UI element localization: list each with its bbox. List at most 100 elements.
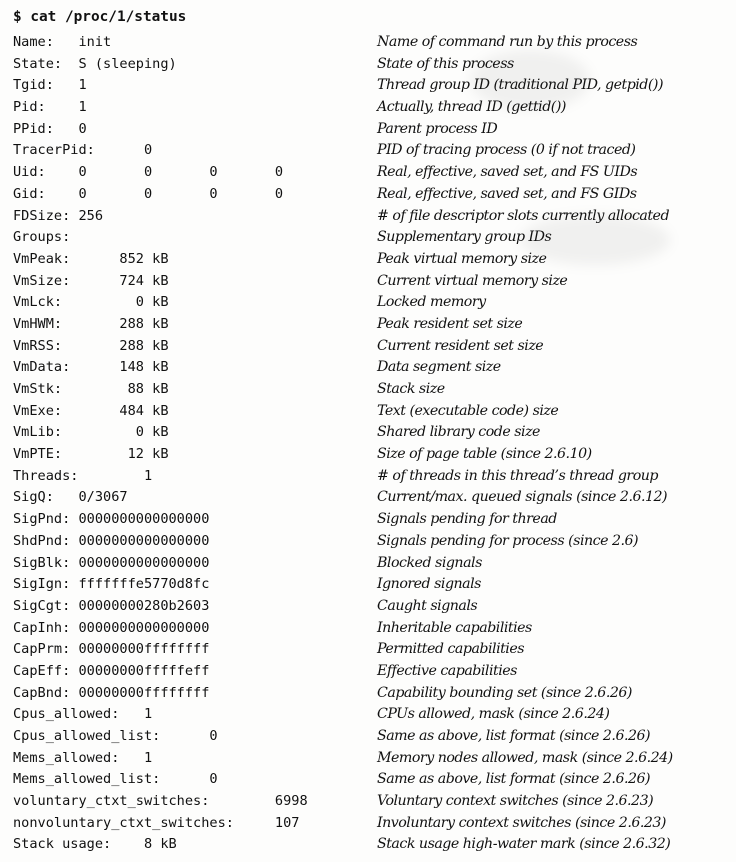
status-field: PPid: 0 xyxy=(13,120,87,137)
status-field: nonvoluntary_ctxt_switches: 107 xyxy=(13,814,300,831)
status-row: SigCgt: 00000000280b2603 Caught signals xyxy=(0,596,736,618)
status-row: Tgid: 1 Thread group ID (traditional PID,… xyxy=(0,75,736,97)
field-description: CPUs allowed, mask (since 2.6.24) xyxy=(377,706,610,723)
status-field: VmExe: 484 kB xyxy=(13,402,169,419)
field-description: Data segment size xyxy=(377,359,501,376)
status-row: SigQ: 0/3067 Current/max. queued signals … xyxy=(0,487,736,509)
status-field: VmHWM: 288 kB xyxy=(13,315,169,332)
field-description: Current resident set size xyxy=(377,337,544,354)
status-row: VmPeak: 852 kB Peak virtual memory size xyxy=(0,249,736,271)
status-field: VmPTE: 12 kB xyxy=(13,446,169,463)
status-row: Gid: 0 0 0 0 Real, effective, saved set, … xyxy=(0,184,736,206)
status-row: SigPnd: 0000000000000000 Signals pending … xyxy=(0,509,736,531)
status-row: VmHWM: 288 kB Peak resident set size xyxy=(0,314,736,336)
status-row: Name: init Name of command run by this pr… xyxy=(0,32,736,54)
field-description: Voluntary context switches (since 2.6.23… xyxy=(377,793,654,810)
status-field: CapInh: 0000000000000000 xyxy=(13,619,210,636)
status-row: VmData: 148 kB Data segment size xyxy=(0,357,736,379)
field-description: # of file descriptor slots currently all… xyxy=(377,207,670,224)
field-description: Parent process ID xyxy=(377,120,498,137)
status-field: Groups: xyxy=(13,229,71,246)
status-field: Gid: 0 0 0 0 xyxy=(13,185,284,202)
status-row: VmStk: 88 kB Stack size xyxy=(0,379,736,401)
field-description: Real, effective, saved set, and FS UIDs xyxy=(377,164,638,181)
status-field: Cpus_allowed: 1 xyxy=(13,706,153,723)
status-field: Name: init xyxy=(13,34,112,50)
status-field: CapBnd: 00000000ffffffff xyxy=(13,684,210,701)
field-description: Actually, thread ID (gettid()) xyxy=(377,99,566,116)
field-description: Current virtual memory size xyxy=(377,272,568,289)
field-description: Capability bounding set (since 2.6.26) xyxy=(377,684,632,701)
status-field: Tgid: 1 xyxy=(13,77,87,94)
field-description: Same as above, list format (since 2.6.26… xyxy=(377,728,651,744)
field-description: Signals pending for process (since 2.6) xyxy=(377,532,639,549)
status-row: voluntary_ctxt_switches: 6998 Voluntary c… xyxy=(0,791,736,813)
status-row: Mems_allowed: 1 Memory nodes allowed, mas… xyxy=(0,748,736,770)
status-row: Groups: Supplementary group IDs xyxy=(0,227,736,249)
field-description: # of threads in this thread’s thread gro… xyxy=(377,467,658,484)
status-row: SigBlk: 0000000000000000 Blocked signals xyxy=(0,553,736,575)
status-row: TracerPid: 0 PID of tracing process (0 if… xyxy=(0,140,736,162)
field-description: Thread group ID (traditional PID, getpid… xyxy=(377,77,664,94)
field-description: Effective capabilities xyxy=(377,662,517,679)
status-field: State: S (sleeping) xyxy=(13,55,177,72)
status-row: SigIgn: fffffffe5770d8fc Ignored signals xyxy=(0,574,736,596)
status-field: SigIgn: fffffffe5770d8fc xyxy=(13,576,210,593)
status-row: nonvoluntary_ctxt_switches: 107 Involunta… xyxy=(0,813,736,835)
status-field: ShdPnd: 0000000000000000 xyxy=(13,532,210,549)
field-description: Permitted capabilities xyxy=(377,641,525,658)
status-field: SigBlk: 0000000000000000 xyxy=(13,554,210,571)
field-description: Blocked signals xyxy=(377,554,482,571)
scan-smudge xyxy=(520,215,670,265)
status-row: Threads: 1 # of threads in this thread’s … xyxy=(0,466,736,488)
field-description: Signals pending for thread xyxy=(377,511,557,528)
status-field: VmLck: 0 kB xyxy=(13,294,169,311)
status-row: VmExe: 484 kB Text (executable code) size xyxy=(0,401,736,423)
field-description: Ignored signals xyxy=(377,576,481,593)
field-description: Size of page table (since 2.6.10) xyxy=(377,446,592,463)
field-description: Real, effective, saved set, and FS GIDs xyxy=(377,185,637,202)
status-field: VmStk: 88 kB xyxy=(13,381,169,397)
status-field: VmRSS: 288 kB xyxy=(13,337,169,354)
status-row: CapInh: 0000000000000000 Inheritable capa… xyxy=(0,618,736,640)
shell-command: $ cat /proc/1/status xyxy=(13,9,187,25)
field-description: State of this process xyxy=(377,55,514,72)
status-field: VmData: 148 kB xyxy=(13,359,169,376)
status-field: FDSize: 256 xyxy=(13,207,104,224)
field-description: Peak virtual memory size xyxy=(377,250,547,267)
field-description: Shared library code size xyxy=(377,424,540,441)
status-row: FDSize: 256 # of file descriptor slots cu… xyxy=(0,206,736,228)
status-field: voluntary_ctxt_switches: 6998 xyxy=(13,793,308,810)
status-row: Pid: 1 Actually, thread ID (gettid()) xyxy=(0,97,736,119)
status-row: VmLck: 0 kB Locked memory xyxy=(0,292,736,314)
status-field: SigQ: 0/3067 xyxy=(13,489,128,506)
field-description: Name of command run by this process xyxy=(377,34,638,50)
status-row: CapBnd: 00000000ffffffff Capability bound… xyxy=(0,683,736,705)
status-row: Stack usage: 8 kB Stack usage high-water … xyxy=(0,834,736,856)
status-field: Stack usage: 8 kB xyxy=(13,836,177,853)
field-description: Inheritable capabilities xyxy=(377,619,532,636)
status-row: CapEff: 00000000fffffeff Effective capabi… xyxy=(0,661,736,683)
status-row: Cpus_allowed: 1 CPUs allowed, mask (since… xyxy=(0,704,736,726)
status-row: Uid: 0 0 0 0 Real, effective, saved set, … xyxy=(0,162,736,184)
status-row: VmRSS: 288 kB Current resident set size xyxy=(0,336,736,358)
status-field: VmLib: 0 kB xyxy=(13,424,169,441)
field-description: Caught signals xyxy=(377,597,478,614)
field-description: Involuntary context switches (since 2.6.… xyxy=(377,814,666,831)
field-description: Same as above, list format (since 2.6.26… xyxy=(377,771,651,788)
status-field: Mems_allowed: 1 xyxy=(13,749,153,766)
status-row: VmSize: 724 kB Current virtual memory siz… xyxy=(0,271,736,293)
field-description: Stack usage high-water mark (since 2.6.3… xyxy=(377,836,671,853)
status-field: CapEff: 00000000fffffeff xyxy=(13,662,210,679)
status-field: Uid: 0 0 0 0 xyxy=(13,164,284,181)
status-listing: Name: init Name of command run by this pr… xyxy=(0,32,736,856)
status-field: Mems_allowed_list: 0 xyxy=(13,771,218,788)
field-description: Text (executable code) size xyxy=(377,402,559,419)
field-description: Stack size xyxy=(377,381,445,397)
status-field: VmSize: 724 kB xyxy=(13,272,169,289)
status-row: VmLib: 0 kB Shared library code size xyxy=(0,422,736,444)
field-description: Locked memory xyxy=(377,294,486,311)
status-field: Pid: 1 xyxy=(13,99,87,116)
status-field: CapPrm: 00000000ffffffff xyxy=(13,641,210,658)
